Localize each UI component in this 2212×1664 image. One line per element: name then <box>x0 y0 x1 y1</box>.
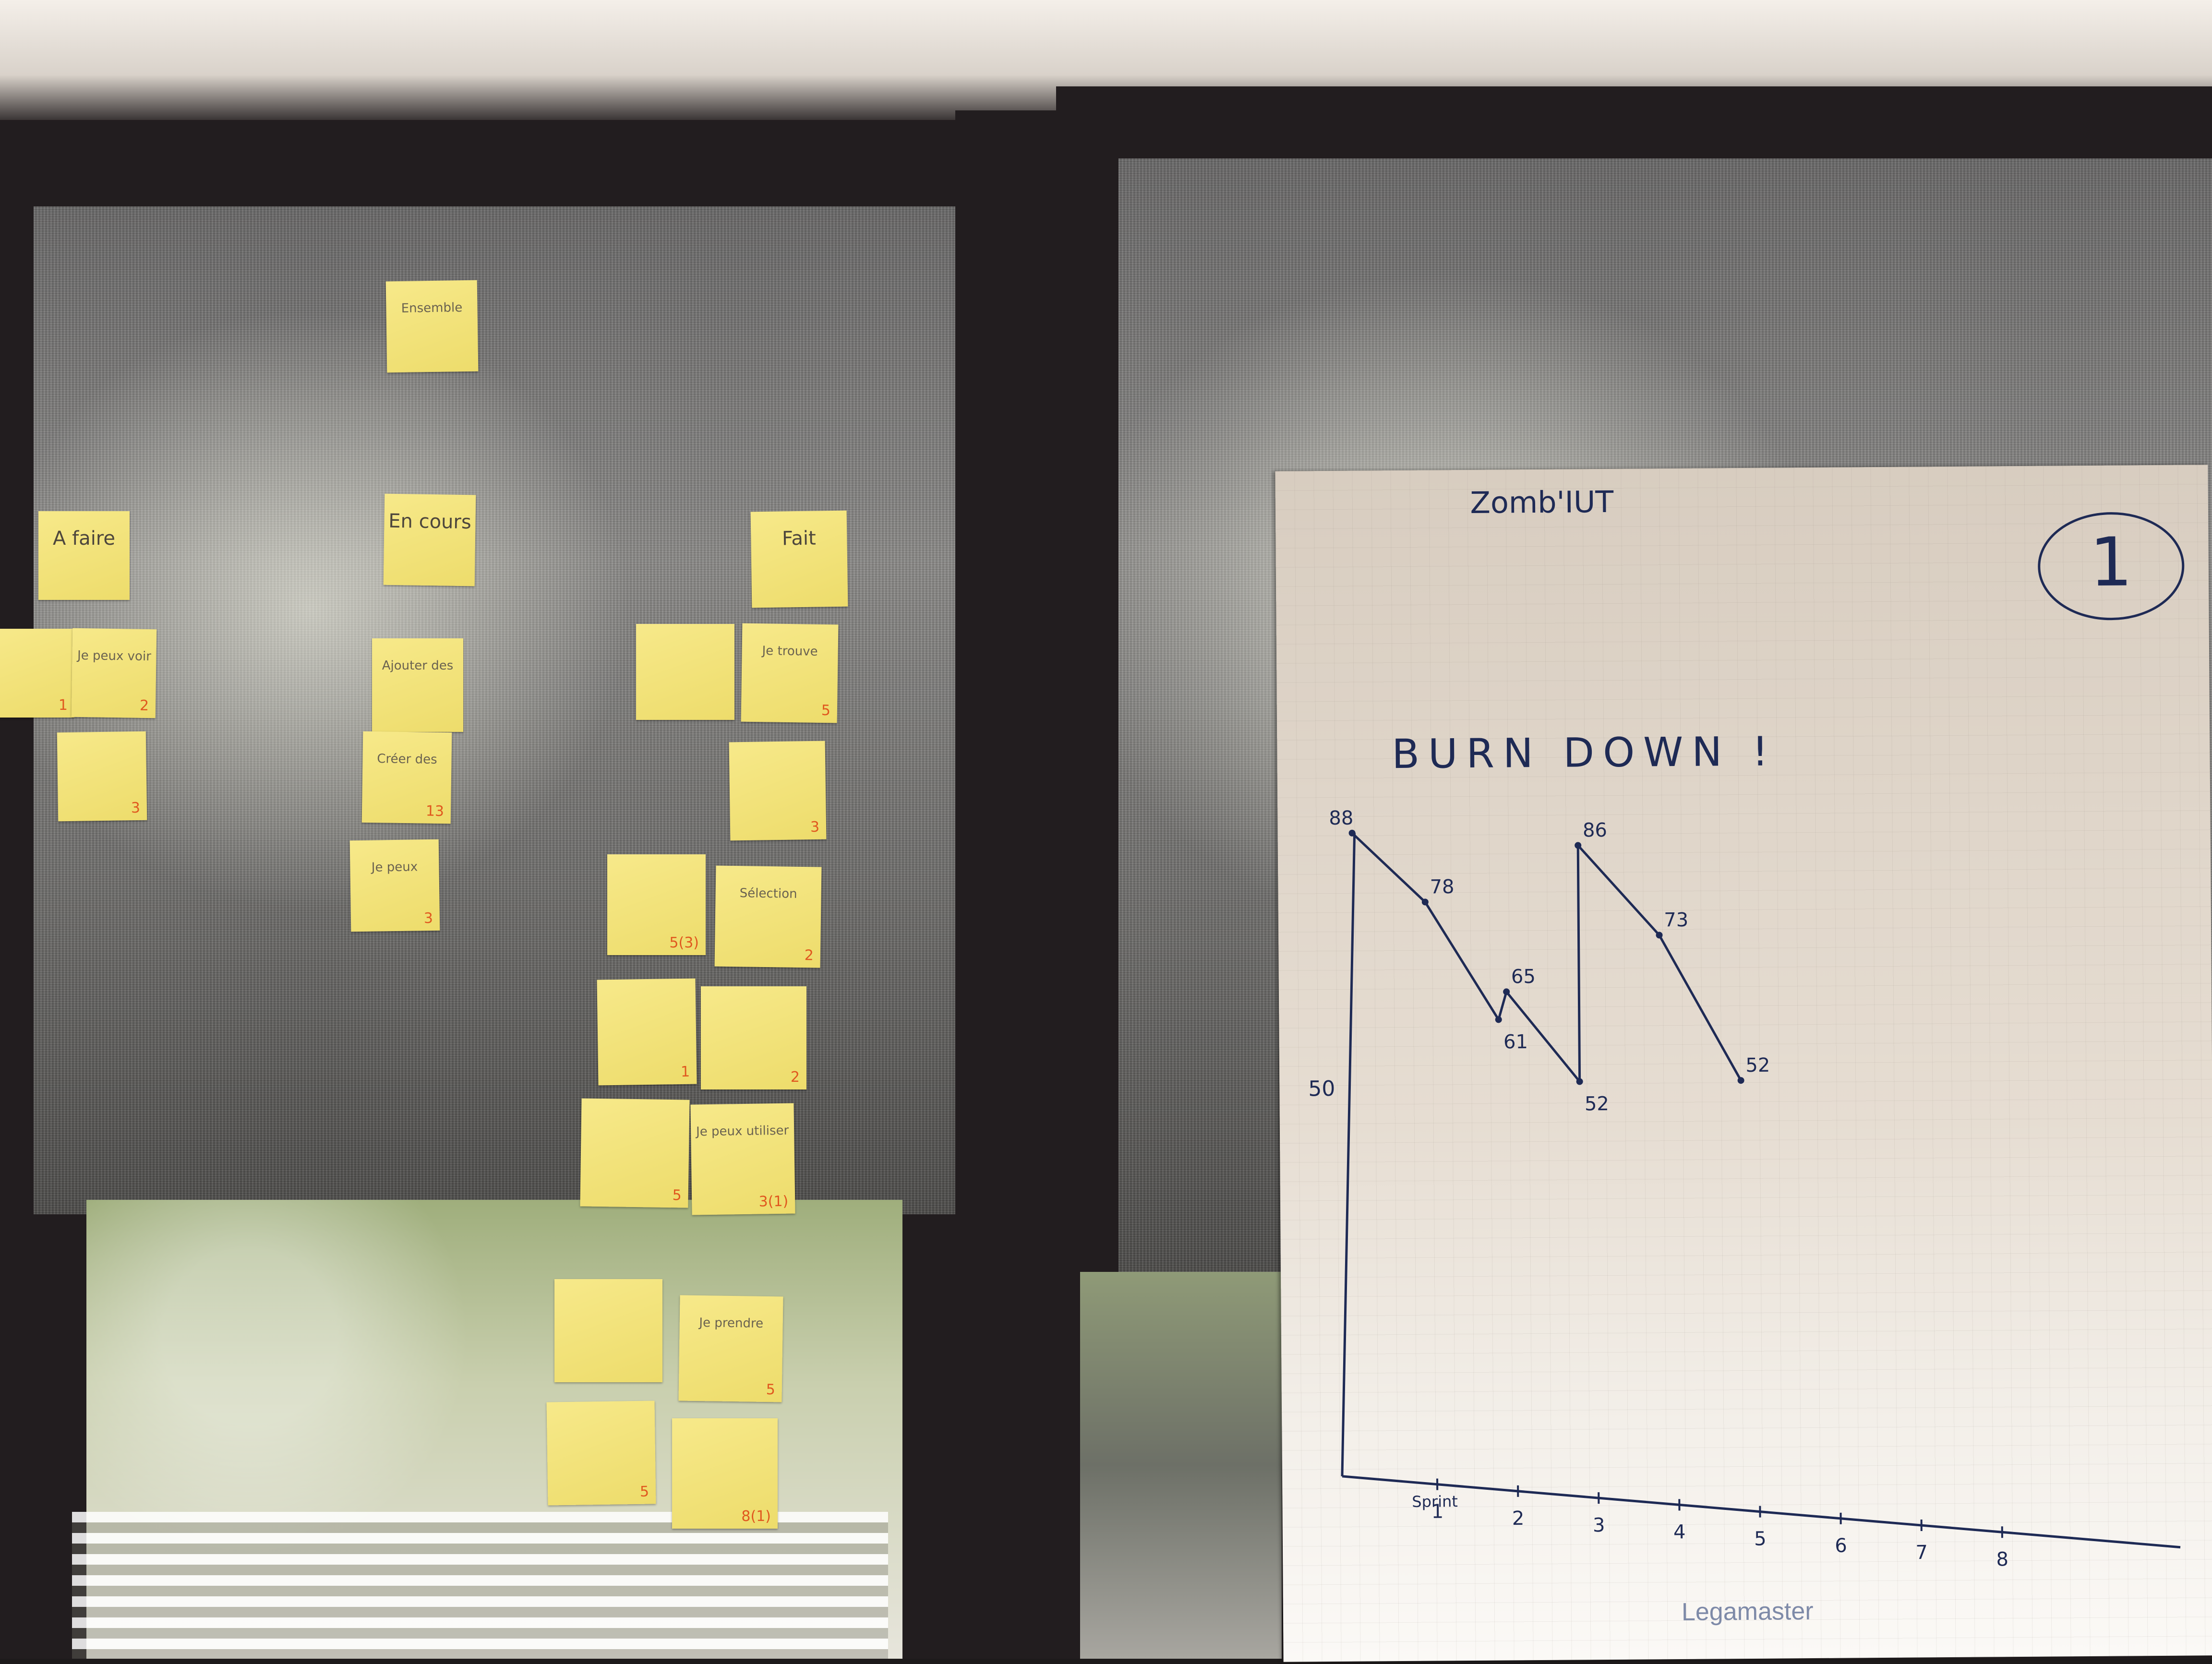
sticky-note-points: 13 <box>426 803 445 820</box>
sticky-note-points: 2 <box>791 1069 800 1086</box>
sticky-note-text: Sélection <box>740 886 797 901</box>
sticky-note: 5 <box>547 1401 656 1505</box>
sticky-note: 1 <box>597 979 697 1086</box>
sticky-note: Fait <box>751 511 848 608</box>
burndown-point <box>1349 830 1356 837</box>
sticky-note-points: 2 <box>805 947 814 964</box>
x-tick-label: 1 <box>1431 1501 1444 1523</box>
sticky-note-points: 3(1) <box>758 1194 788 1210</box>
sticky-note: 3 <box>57 731 147 822</box>
point-label: 52 <box>1585 1093 1609 1115</box>
sticky-note-points: 5 <box>640 1484 649 1500</box>
point-label: 65 <box>1511 966 1536 988</box>
x-ticks: 1 2 3 4 5 6 7 8 <box>1431 1474 2008 1574</box>
burndown-point <box>1503 988 1510 995</box>
sticky-note-text: Je peux voir <box>77 648 151 664</box>
sticky-note-text: Ensemble <box>401 300 463 316</box>
burndown-point <box>1656 932 1662 938</box>
sticky-note-points: 3 <box>424 910 433 927</box>
x-tick-label: 5 <box>1754 1528 1767 1550</box>
burndown-point <box>1422 898 1429 905</box>
y-axis <box>1338 833 1359 1476</box>
flipchart-brand: Legamaster <box>1682 1597 1814 1626</box>
sticky-note: Ajouter des <box>372 638 463 732</box>
sticky-note-text: Je trouve <box>762 644 817 659</box>
sticky-note: 5(3) <box>607 854 706 955</box>
sticky-note: Je peux utiliser 3(1) <box>690 1103 795 1215</box>
point-label: 73 <box>1664 909 1688 931</box>
balcony-railing <box>72 1512 888 1659</box>
sticky-note-points: 2 <box>140 698 149 714</box>
x-tick-label: 7 <box>1915 1542 1928 1564</box>
sticky-note: 1 <box>0 629 74 718</box>
point-label: 61 <box>1503 1031 1528 1053</box>
x-tick-label: 2 <box>1512 1508 1525 1530</box>
sticky-note: Je trouve 5 <box>741 623 839 723</box>
x-tick-label: 8 <box>1996 1548 2008 1570</box>
parking-lot-view <box>1080 1272 1282 1659</box>
sticky-note-text: Créer des <box>377 752 437 767</box>
x-tick-label: 6 <box>1835 1535 1847 1557</box>
sticky-note <box>636 624 734 720</box>
burndown-series: 88 78 61 65 52 86 73 52 <box>1329 804 1770 1117</box>
point-label: 52 <box>1745 1054 1770 1077</box>
sticky-note-points: 5 <box>821 703 831 719</box>
burndown-line <box>1352 830 1741 1083</box>
point-label: 78 <box>1430 876 1454 898</box>
sticky-note-points: 3 <box>810 819 820 836</box>
point-label: 86 <box>1583 819 1607 841</box>
sticky-note: Sélection 2 <box>715 865 822 968</box>
sticky-note: Ensemble <box>386 280 479 373</box>
sticky-note-text: Je prendre <box>699 1316 763 1331</box>
sticky-note-points: 5(3) <box>669 935 699 951</box>
sticky-note-points: 8(1) <box>741 1508 771 1525</box>
sticky-note: 3 <box>729 741 827 841</box>
project-title: Zomb'IUT <box>1470 484 1614 520</box>
sticky-note-text: A faire <box>53 527 115 550</box>
sticky-note-points: 3 <box>131 800 141 816</box>
sticky-note: Je peux voir 2 <box>72 628 157 718</box>
sticky-note-text: En cours <box>388 510 471 533</box>
sticky-note: 5 <box>580 1098 689 1208</box>
sticky-note-points: 5 <box>672 1187 682 1204</box>
sticky-note <box>554 1279 662 1382</box>
burndown-point <box>1495 1016 1502 1023</box>
sticky-note-points: 5 <box>766 1382 775 1398</box>
y-tick-50: 50 <box>1308 1077 1335 1101</box>
burndown-point <box>1576 1078 1583 1085</box>
sticky-note-text: Ajouter des <box>382 658 454 673</box>
sticky-note: A faire <box>38 511 130 600</box>
sticky-note: En cours <box>384 494 476 587</box>
sticky-note-points: 1 <box>681 1064 690 1080</box>
x-tick-label: 3 <box>1593 1514 1605 1536</box>
sticky-note: 8(1) <box>672 1418 778 1529</box>
sticky-note: Créer des 13 <box>362 731 452 824</box>
sticky-note-points: 1 <box>59 697 68 714</box>
burndown-point <box>1738 1077 1744 1084</box>
sticky-note: 2 <box>701 986 806 1089</box>
chart-axes <box>1338 827 2180 1553</box>
sticky-note-text: Je peux <box>372 860 418 874</box>
sticky-note: Je prendre 5 <box>678 1295 783 1402</box>
sticky-note: Je peux 3 <box>350 839 440 932</box>
sticky-note-text: Fait <box>782 527 816 550</box>
burndown-point <box>1575 842 1581 849</box>
burndown-heading: BURN DOWN ! <box>1392 728 1777 778</box>
sprint-number: 1 <box>2090 523 2133 602</box>
x-tick-label: 4 <box>1673 1521 1686 1543</box>
point-label: 88 <box>1329 807 1353 829</box>
sticky-note-text: Je peux utiliser <box>696 1124 789 1139</box>
